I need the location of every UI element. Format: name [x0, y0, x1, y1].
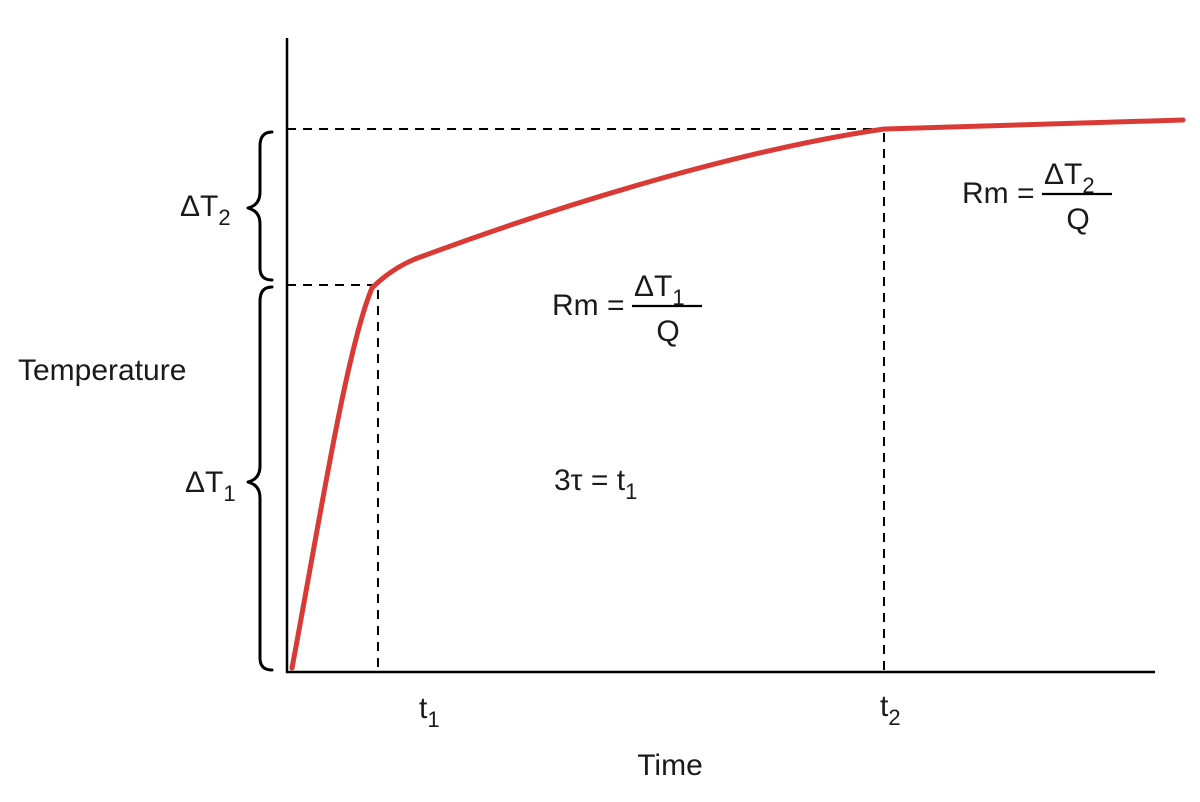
delta-t2-label: ΔT2 [180, 190, 231, 230]
equation-rm2-lhs: Rm = [962, 177, 1035, 210]
equation-rm2-numerator: ΔT2 [1044, 158, 1095, 198]
equation-rm1-denominator: Q [656, 315, 679, 348]
brace-delta-t2 [246, 130, 274, 282]
equation-rm-delta-t2: Rm = ΔT2 Q [962, 158, 1112, 236]
delta-t1-label: ΔT1 [185, 466, 236, 506]
x-axis-label: Time [637, 749, 703, 782]
temperature-curve [289, 117, 1186, 671]
equation-rm1-numerator: ΔT1 [634, 270, 685, 310]
equation-rm2-denominator: Q [1066, 203, 1089, 236]
tick-label-t2: t2 [880, 690, 901, 730]
equation-rm-delta-t1: Rm = ΔT1 Q [552, 270, 702, 348]
tick-label-t1: t1 [419, 692, 440, 732]
equation-tau: 3τ = t1 [554, 464, 637, 504]
equation-rm1-lhs: Rm = [552, 289, 625, 322]
brace-delta-t1 [246, 285, 274, 672]
y-axis-label: Temperature [18, 354, 186, 387]
